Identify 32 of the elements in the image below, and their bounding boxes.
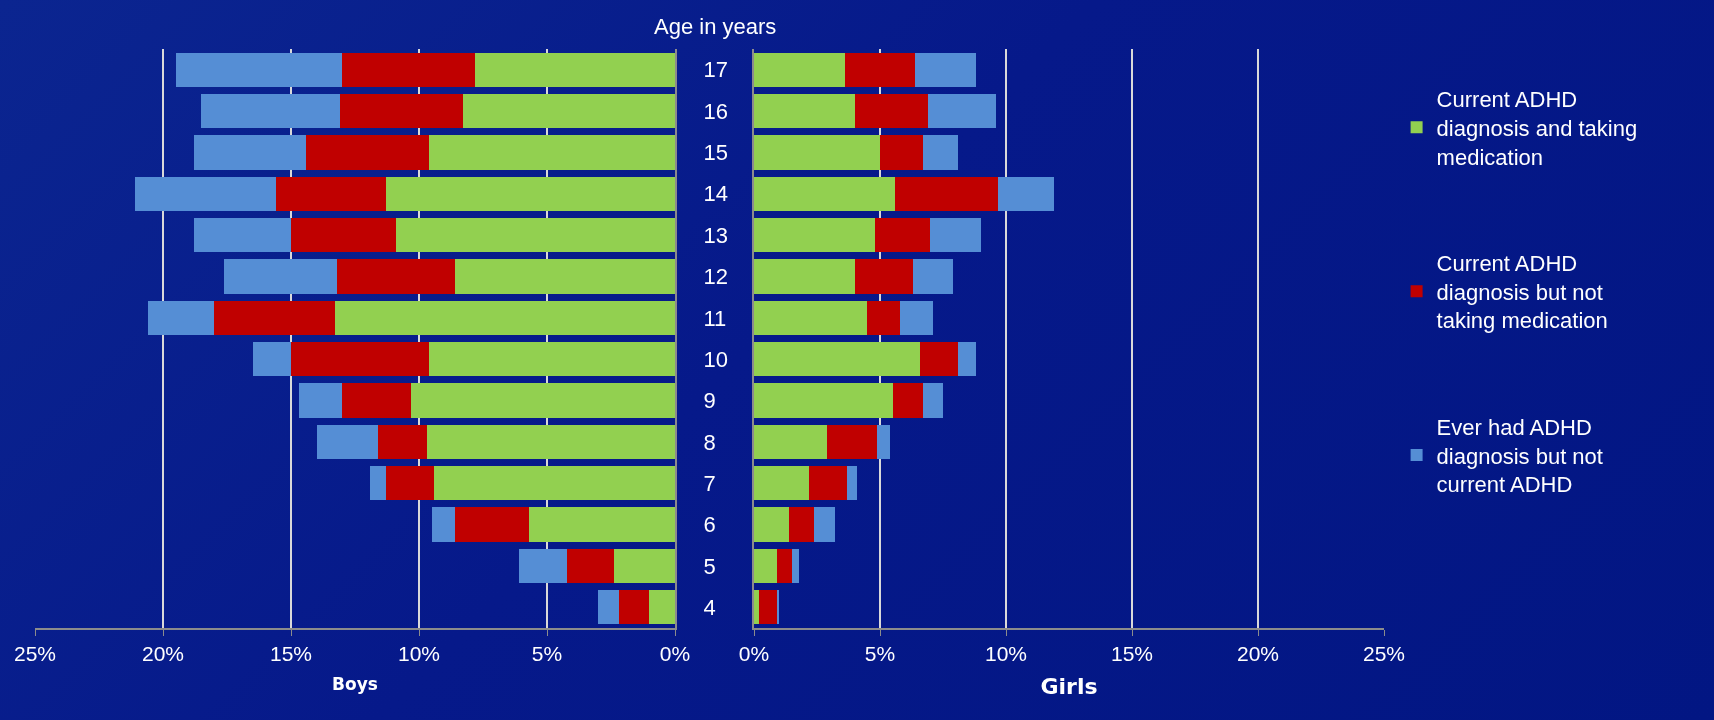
y-tick-label: 16	[703, 98, 728, 124]
y-tick-label: 14	[703, 181, 728, 207]
x-tick-label: 0%	[659, 642, 691, 666]
y-tick-label: 15	[703, 140, 728, 166]
x-tick-label: 10%	[397, 642, 441, 666]
x-tick-label: 20%	[141, 642, 185, 666]
x-axis-title: Boys	[332, 674, 378, 695]
legend-label: Ever had ADHD diagnosis but not current ADHD	[1436, 414, 1603, 498]
y-tick-label: 5	[703, 553, 716, 579]
legend-label: Current ADHD diagnosis and taking medication	[1436, 87, 1638, 170]
x-tick-label: 20%	[1236, 642, 1280, 666]
x-axis-title: Girls	[1040, 673, 1098, 699]
y-tick-label: 6	[703, 512, 716, 538]
x-tick-label: 15%	[269, 642, 313, 666]
y-axis-title: Age in years	[654, 14, 777, 39]
y-tick-label: 12	[703, 264, 728, 290]
x-tick-label: 15%	[1110, 642, 1154, 666]
y-tick-label: 8	[703, 429, 716, 455]
y-tick-label: 7	[703, 470, 716, 496]
x-tick-label: 5%	[864, 642, 896, 666]
legend-label: Current ADHD diagnosis but not taking medication	[1436, 251, 1608, 334]
x-tick-label: 25%	[13, 642, 57, 666]
y-tick-label: 11	[703, 305, 727, 331]
x-tick-label: 10%	[984, 642, 1028, 666]
x-tick-label: 5%	[531, 642, 563, 666]
y-tick-label: 10	[703, 346, 728, 372]
x-tick-label: 25%	[1362, 642, 1406, 666]
y-tick-label: 9	[703, 388, 716, 414]
y-tick-label: 17	[703, 57, 728, 83]
y-tick-label: 13	[703, 222, 728, 248]
y-tick-label: 4	[703, 595, 716, 621]
x-tick-label: 0%	[738, 642, 770, 666]
